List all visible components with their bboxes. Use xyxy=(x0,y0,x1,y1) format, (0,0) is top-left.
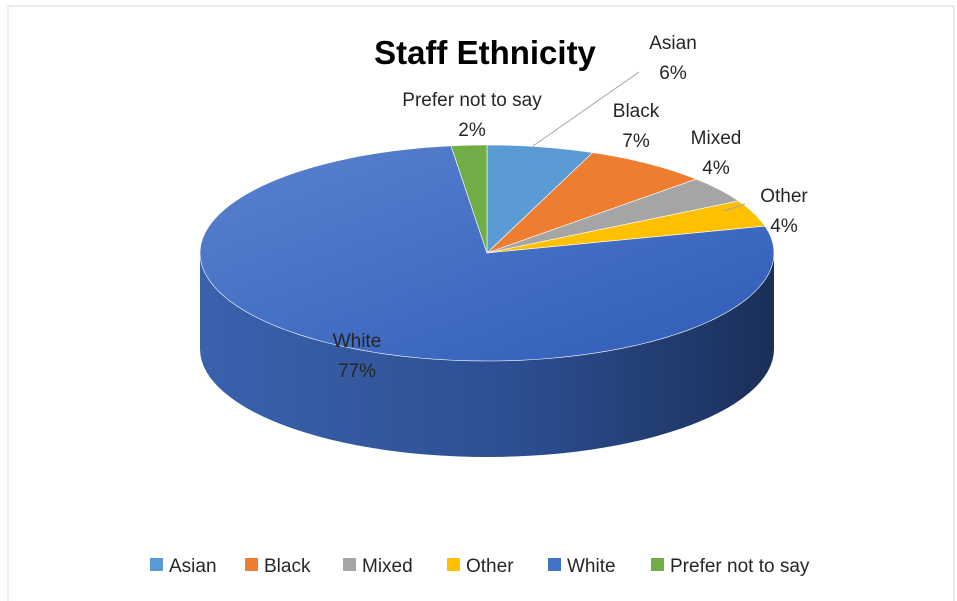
legend-item-black: Black xyxy=(245,556,311,577)
pie-side-wall xyxy=(200,253,774,457)
legend-swatch-mixed xyxy=(343,558,356,571)
legend-item-asian: Asian xyxy=(150,556,217,577)
legend-item-prefer-not-to-say: Prefer not to say xyxy=(651,556,810,577)
leader-asian xyxy=(532,71,640,147)
data-label-value-asian: 6% xyxy=(659,63,687,84)
legend-swatch-other xyxy=(447,558,460,571)
slice-mixed xyxy=(486,178,740,254)
slice-white xyxy=(199,145,775,362)
data-label-value-other: 4% xyxy=(770,216,798,237)
legend-swatch-prefer-not-to-say xyxy=(651,558,664,571)
legend-label-asian: Asian xyxy=(169,556,217,577)
leader-other xyxy=(723,203,746,212)
slice-other xyxy=(486,200,766,254)
legend-label-prefer-not-to-say: Prefer not to say xyxy=(670,556,810,577)
data-label-name-white: White xyxy=(333,331,382,352)
legend-label-mixed: Mixed xyxy=(362,556,413,577)
slice-black xyxy=(486,152,698,254)
pie-top-surface xyxy=(199,144,775,362)
legend-swatch-white xyxy=(548,558,561,571)
legend-swatch-asian xyxy=(150,558,163,571)
legend-swatch-black xyxy=(245,558,258,571)
data-label-value-prefer-not-to-say: 2% xyxy=(458,120,486,141)
legend-label-black: Black xyxy=(264,556,311,577)
chart-title: Staff Ethnicity xyxy=(374,34,596,71)
data-labels: Asian 6% Black 7% Mixed 4% Other 4% White 77% Pref… xyxy=(333,33,809,382)
data-label-value-mixed: 4% xyxy=(702,158,730,179)
data-label-name-other: Other xyxy=(760,186,808,207)
legend-label-other: Other xyxy=(466,556,514,577)
legend-item-mixed: Mixed xyxy=(343,556,413,577)
legend-item-white: White xyxy=(548,556,616,577)
slice-asian xyxy=(486,144,594,254)
data-label-name-black: Black xyxy=(613,101,660,122)
legend-item-other: Other xyxy=(447,556,514,577)
leader-lines xyxy=(532,71,746,212)
chart-legend: Asian Black Mixed Other White Prefer not to s… xyxy=(150,556,810,577)
legend-label-white: White xyxy=(567,556,616,577)
data-label-name-mixed: Mixed xyxy=(691,128,742,149)
data-label-name-asian: Asian xyxy=(649,33,697,54)
slice-prefer-not-to-say xyxy=(450,144,488,254)
data-label-value-white: 77% xyxy=(338,361,376,382)
data-label-name-prefer-not-to-say: Prefer not to say xyxy=(402,90,542,111)
data-label-value-black: 7% xyxy=(622,131,650,152)
side-white xyxy=(200,253,774,457)
